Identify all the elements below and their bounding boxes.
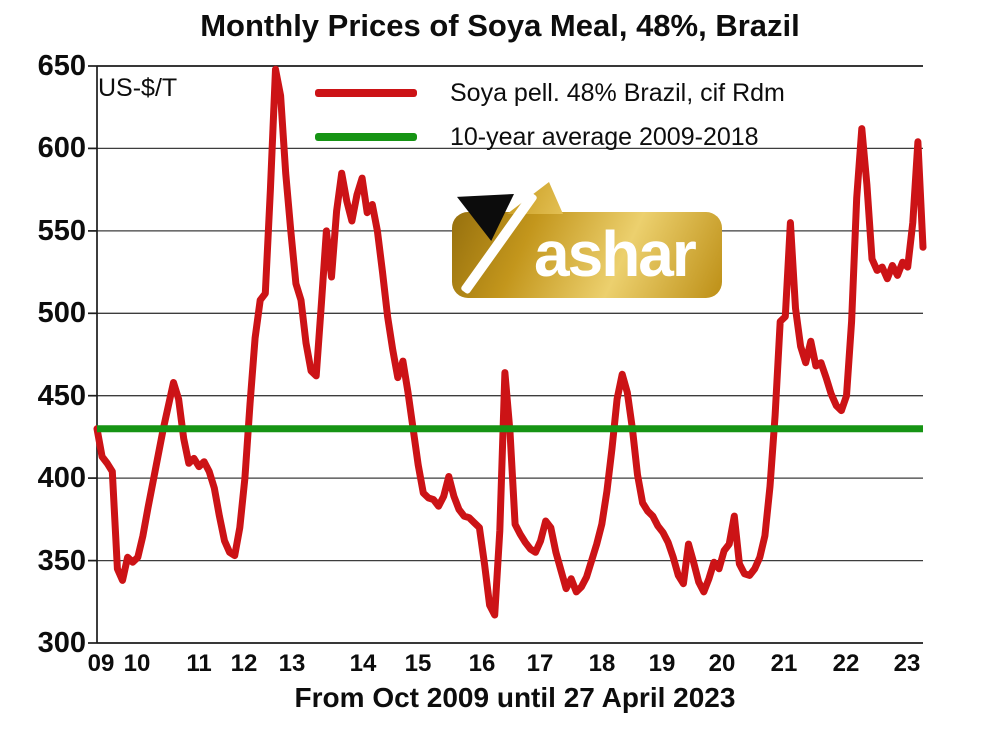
- legend-item-average: 10-year average 2009-2018: [315, 122, 785, 152]
- x-axis-tick-label: 15: [404, 650, 432, 677]
- legend-green-line-swatch: [315, 133, 417, 141]
- y-axis-tick-label: 650: [37, 50, 86, 82]
- y-axis-tick-label: 600: [37, 132, 86, 164]
- x-axis-tick-label: 11: [186, 650, 212, 677]
- x-axis-caption: From Oct 2009 until 27 April 2023: [294, 682, 736, 713]
- y-axis-tick-label: 450: [37, 380, 86, 412]
- x-axis-tick-label: 21: [770, 650, 798, 677]
- y-axis-unit-label: US-$/T: [98, 74, 178, 102]
- chart-title: Monthly Prices of Soya Meal, 48%, Brazil: [200, 8, 800, 43]
- x-axis-tick-label: 23: [893, 650, 921, 677]
- yashar-logo-watermark: ashar: [452, 182, 722, 298]
- x-axis-tick-label: 18: [588, 650, 616, 677]
- y-axis-tick-label: 350: [37, 545, 86, 577]
- legend-label-price: Soya pell. 48% Brazil, cif Rdm: [450, 78, 785, 107]
- x-axis-tick-label: 22: [832, 650, 860, 677]
- legend-red-line-swatch: [315, 89, 417, 97]
- y-axis-tick-label: 550: [37, 215, 86, 247]
- x-axis-tick-label: 09: [87, 650, 115, 677]
- legend-item-price: Soya pell. 48% Brazil, cif Rdm: [315, 78, 785, 108]
- y-axis-tick-label: 400: [37, 462, 86, 494]
- x-axis-tick-label: 14: [349, 650, 377, 677]
- legend-label-average: 10-year average 2009-2018: [450, 122, 759, 151]
- legend: Soya pell. 48% Brazil, cif Rdm 10-year a…: [315, 78, 785, 166]
- x-axis-tick-label: 20: [708, 650, 736, 677]
- x-axis-tick-label: 19: [648, 650, 676, 677]
- y-axis-tick-label: 300: [37, 627, 86, 659]
- x-axis-tick-label: 13: [278, 650, 306, 677]
- y-axis-tick-label: 500: [37, 297, 86, 329]
- x-axis-tick-label: 12: [230, 650, 258, 677]
- logo-text: ashar: [534, 218, 697, 290]
- x-axis-tick-label: 16: [468, 650, 496, 677]
- x-axis-tick-label: 10: [123, 650, 151, 677]
- x-axis-tick-label: 17: [526, 650, 554, 677]
